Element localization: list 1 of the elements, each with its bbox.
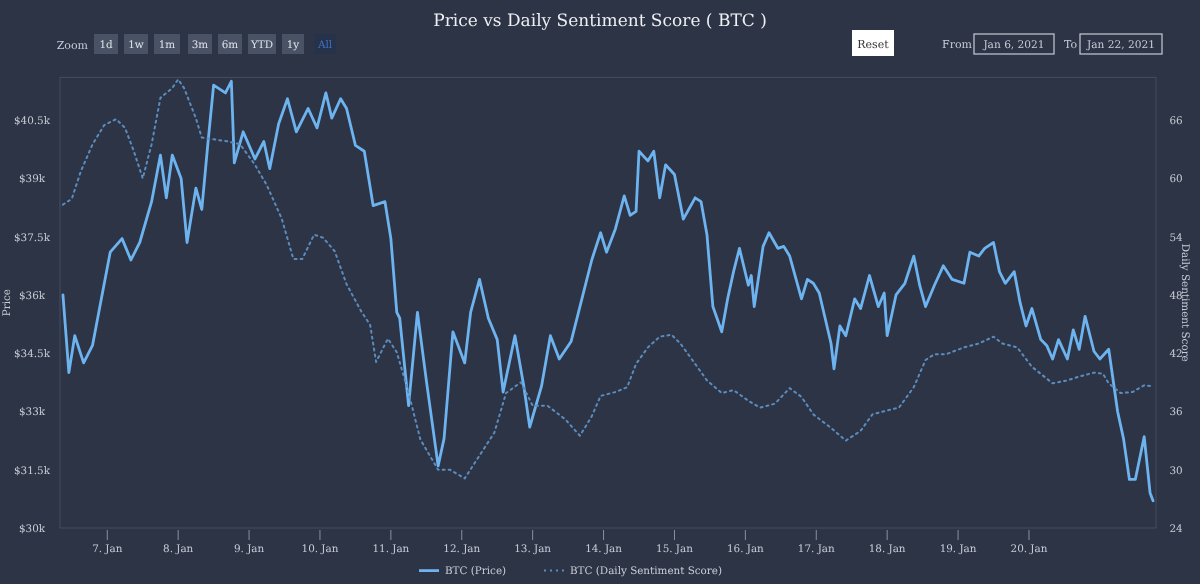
chart-title: Price vs Daily Sentiment Score ( BTC ) — [433, 12, 767, 32]
